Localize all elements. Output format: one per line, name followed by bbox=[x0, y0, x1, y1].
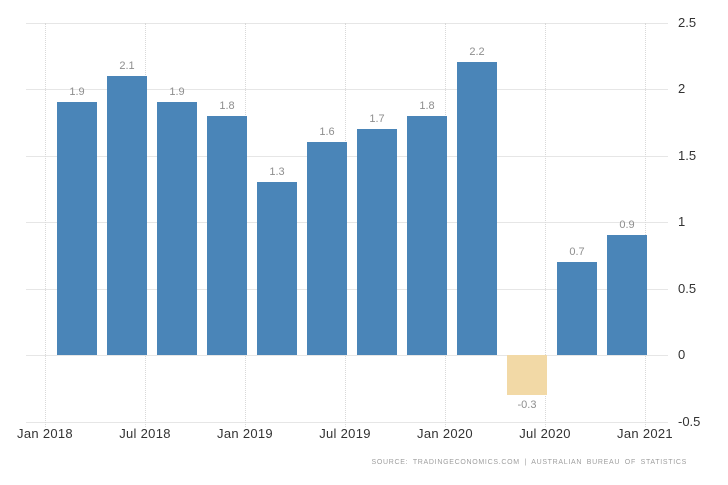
y-axis-tick-label: 1 bbox=[678, 214, 686, 229]
bar-value-label: 1.8 bbox=[419, 99, 435, 112]
h-gridline bbox=[26, 222, 668, 223]
y-axis-tick-label: -0.5 bbox=[678, 413, 701, 429]
bar-value-label: 2.2 bbox=[469, 46, 485, 59]
bar-value-label: 0.9 bbox=[619, 219, 635, 232]
x-axis-tick-label: Jul 2018 bbox=[119, 426, 171, 441]
x-axis-tick-label: Jul 2020 bbox=[519, 426, 571, 441]
bar-value-label: 1.9 bbox=[169, 86, 185, 99]
h-gridline bbox=[26, 355, 668, 356]
v-gridline bbox=[645, 22, 646, 427]
bar-value-label: 2.1 bbox=[119, 59, 135, 72]
bar[interactable] bbox=[57, 102, 97, 355]
bar-value-label: 1.9 bbox=[69, 86, 85, 99]
x-axis-tick-label: Jan 2020 bbox=[417, 426, 473, 441]
bar[interactable] bbox=[407, 115, 447, 355]
y-axis-tick-label: 2 bbox=[678, 81, 686, 96]
bar-value-label: 1.6 bbox=[319, 126, 335, 139]
bar[interactable] bbox=[557, 261, 597, 355]
x-axis-tick-label: Jan 2018 bbox=[17, 426, 73, 441]
bar[interactable] bbox=[607, 235, 647, 355]
bar[interactable] bbox=[457, 62, 497, 355]
bar[interactable] bbox=[207, 115, 247, 355]
h-gridline bbox=[26, 421, 668, 423]
bar-value-label: 0.7 bbox=[569, 245, 585, 258]
bar[interactable] bbox=[307, 142, 347, 355]
bar[interactable] bbox=[357, 128, 397, 355]
h-gridline bbox=[26, 288, 668, 290]
bar-value-label: 1.3 bbox=[269, 166, 285, 179]
h-gridline bbox=[26, 89, 668, 90]
v-gridline bbox=[45, 22, 46, 427]
bar-value-label: 1.8 bbox=[219, 99, 235, 112]
y-axis-tick-label: 0.5 bbox=[678, 280, 697, 296]
source-attribution: SOURCE: TRADINGECONOMICS.COM | AUSTRALIA… bbox=[371, 459, 687, 466]
bar-value-label: -0.3 bbox=[517, 398, 537, 411]
y-axis-tick-label: 0 bbox=[678, 347, 686, 362]
x-axis-tick-label: Jul 2019 bbox=[319, 426, 371, 441]
x-axis-tick-label: Jan 2021 bbox=[617, 426, 673, 441]
bar[interactable] bbox=[107, 75, 147, 355]
bar-value-label: 1.7 bbox=[369, 112, 385, 125]
y-axis-tick-label: 2.5 bbox=[678, 14, 697, 30]
h-gridline bbox=[26, 22, 668, 24]
v-gridline bbox=[545, 22, 546, 427]
h-gridline bbox=[26, 155, 668, 157]
y-axis-tick-label: 1.5 bbox=[678, 147, 697, 163]
bar[interactable] bbox=[157, 102, 197, 355]
bar[interactable] bbox=[257, 182, 297, 355]
x-axis-tick-label: Jan 2019 bbox=[217, 426, 273, 441]
bar[interactable] bbox=[507, 355, 547, 395]
